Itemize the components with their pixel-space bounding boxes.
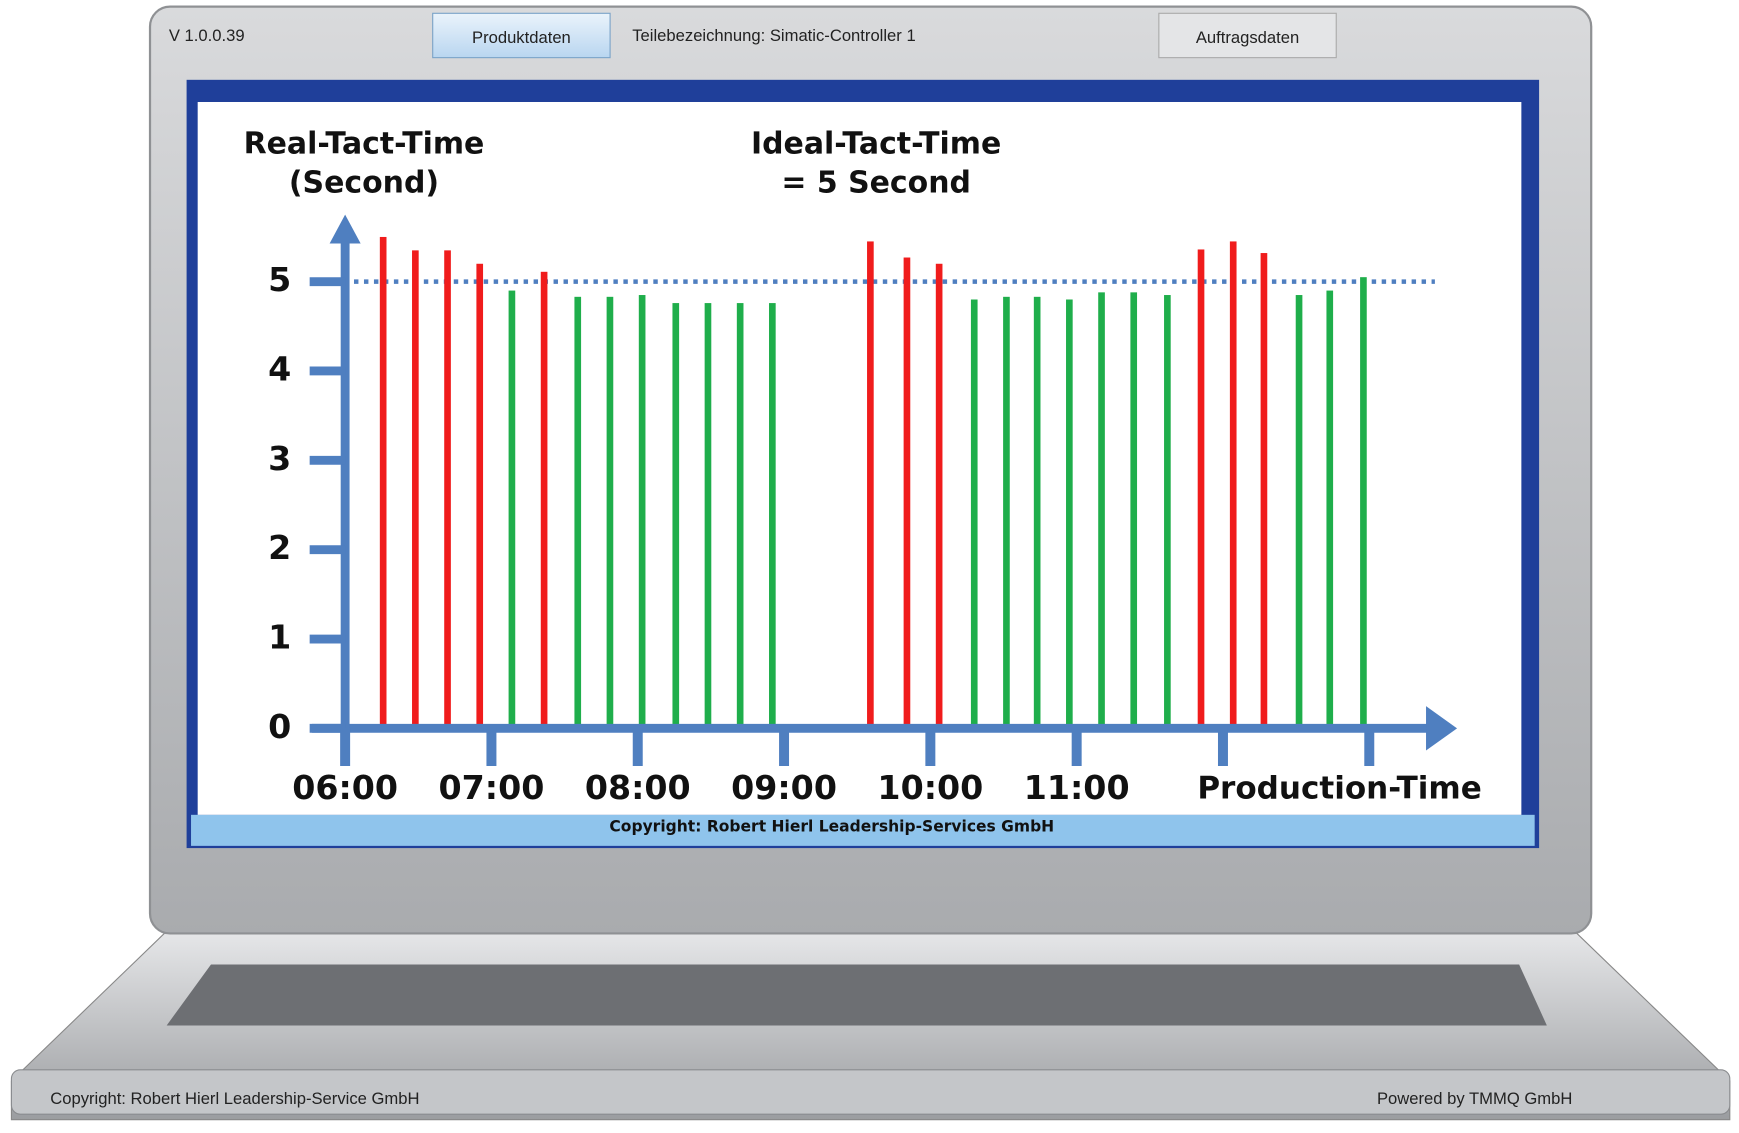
footer-right: Powered by TMMQ GmbH <box>1377 1089 1572 1108</box>
laptop-screenshot: V 1.0.0.39 Produktdaten Teilebezeichnung… <box>0 0 1739 1133</box>
bar <box>936 264 943 729</box>
bar <box>1164 295 1171 728</box>
bar <box>1296 295 1303 728</box>
bar <box>867 241 874 728</box>
y-tick-label: 2 <box>268 528 291 567</box>
bar <box>1130 292 1137 728</box>
bar <box>1360 277 1367 728</box>
body: {"ui":{"version":"V 1.0.0.39","button_le… <box>0 0 1739 1133</box>
footer-left: Copyright: Robert Hierl Leadership-Servi… <box>50 1089 419 1108</box>
bar <box>1261 253 1268 728</box>
chart-area <box>198 102 1522 815</box>
y-axis-label: Real-Tact-Time <box>244 127 485 162</box>
bar <box>607 297 614 729</box>
bar <box>705 303 712 728</box>
bar <box>1003 297 1010 729</box>
button-label[interactable]: Auftragsdaten <box>1196 28 1299 47</box>
bar <box>476 264 483 729</box>
bar <box>380 237 387 728</box>
bar <box>574 297 581 729</box>
button-label[interactable]: Produktdaten <box>472 28 571 47</box>
annotation: = 5 Second <box>781 166 971 201</box>
y-tick-label: 5 <box>268 260 291 299</box>
y-tick-label: 4 <box>268 349 291 388</box>
bar <box>1326 291 1333 729</box>
x-tick-label: 11:00 <box>1024 768 1130 807</box>
screen-copyright: Copyright: Robert Hierl Leadership-Servi… <box>609 818 1054 836</box>
bar <box>541 272 548 729</box>
bar <box>672 303 679 728</box>
bar <box>639 295 646 728</box>
bar <box>1198 249 1205 728</box>
keyboard <box>167 964 1547 1025</box>
x-axis-label: Production-Time <box>1197 770 1481 806</box>
bar <box>1066 300 1073 729</box>
version: V 1.0.0.39 <box>169 26 245 45</box>
x-tick-label: 09:00 <box>731 768 837 807</box>
y-tick-label: 3 <box>268 439 291 478</box>
bar <box>509 291 516 729</box>
bar <box>1034 297 1041 729</box>
bar <box>769 303 776 728</box>
bar <box>412 250 419 728</box>
x-tick-label: 10:00 <box>877 768 983 807</box>
page: html,body{margin:0;padding:0;width:1739p… <box>0 0 1739 1133</box>
x-tick-label: 07:00 <box>439 768 545 807</box>
bar <box>971 300 978 729</box>
x-tick-label: 08:00 <box>585 768 691 807</box>
y-tick-label: 1 <box>268 618 291 657</box>
x-tick-label: 06:00 <box>292 768 398 807</box>
bar <box>1230 241 1237 728</box>
annotation: Ideal-Tact-Time <box>751 127 1001 162</box>
y-axis-label: (Second) <box>289 166 439 201</box>
bar <box>444 250 451 728</box>
bar <box>904 258 911 729</box>
bar <box>737 303 744 728</box>
part-label: Teilebezeichnung: Simatic-Controller 1 <box>632 26 915 45</box>
bar <box>1098 292 1105 728</box>
y-tick-label: 0 <box>268 707 291 746</box>
